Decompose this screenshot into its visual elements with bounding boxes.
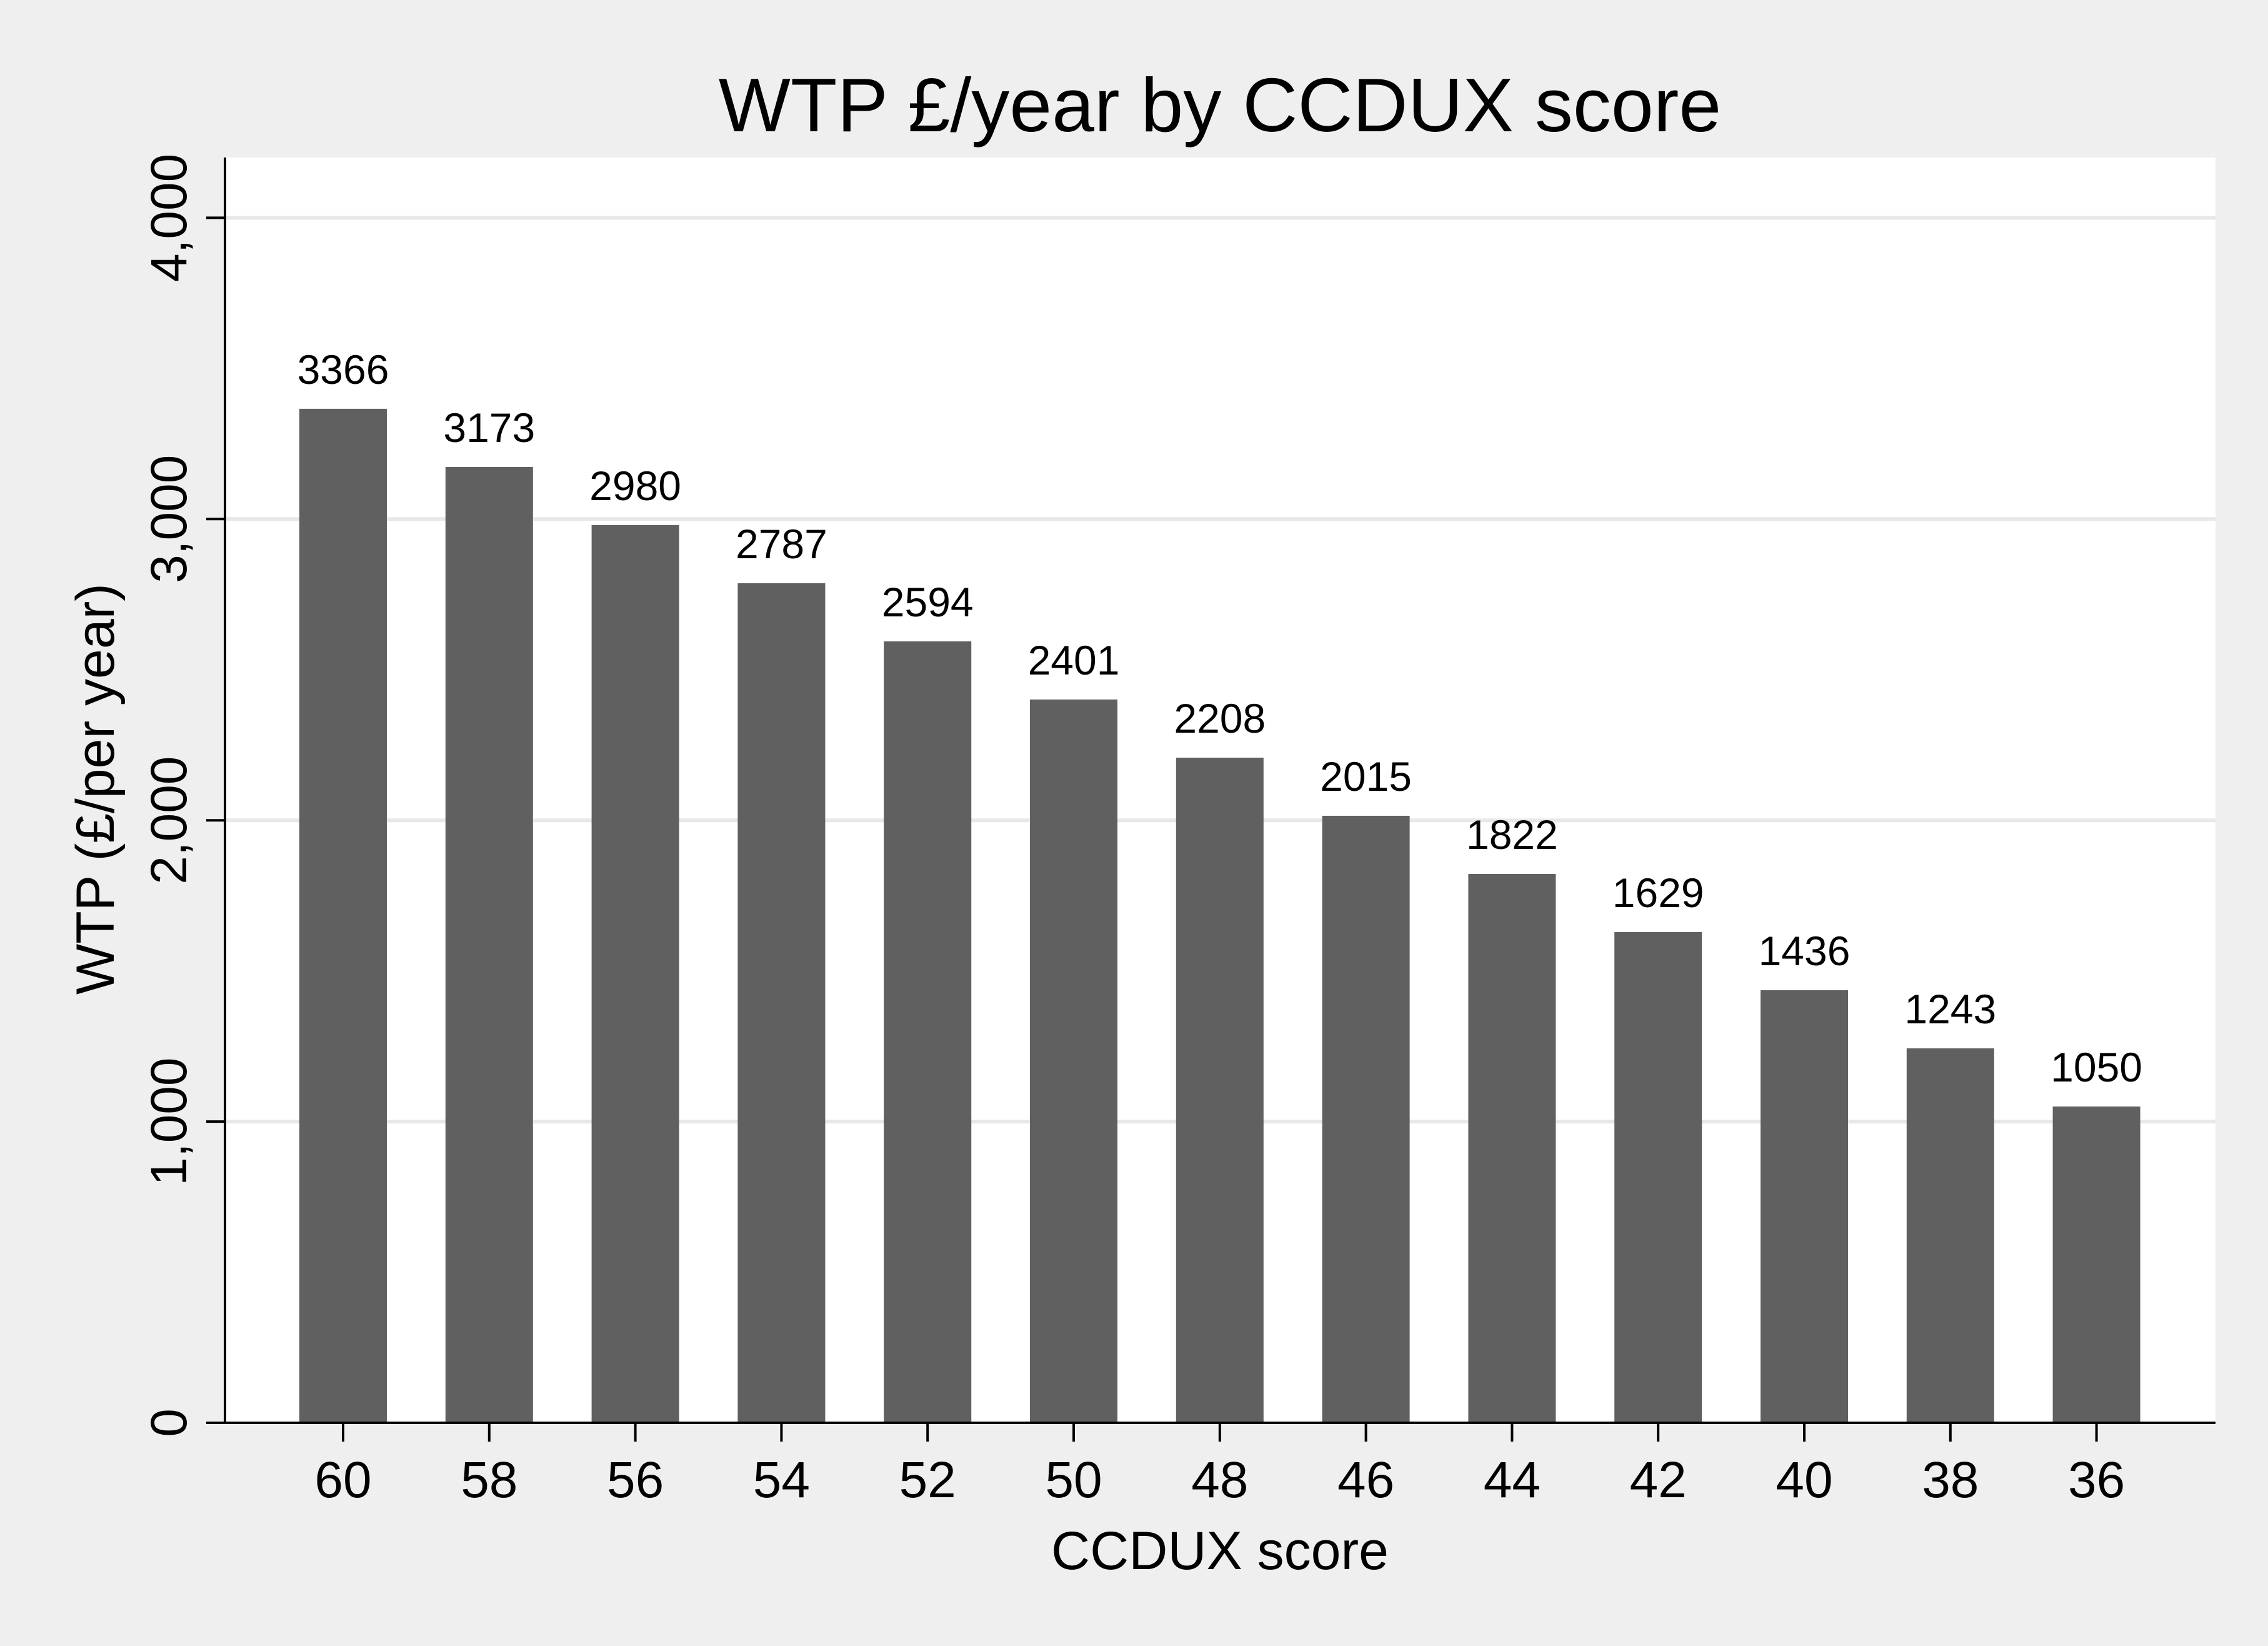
bar xyxy=(1761,990,1848,1423)
bar-value-label: 2594 xyxy=(882,579,974,625)
x-tick-label: 54 xyxy=(753,1452,810,1508)
bar xyxy=(884,641,972,1423)
x-tick-label: 38 xyxy=(1922,1452,1979,1508)
bar-value-label: 3173 xyxy=(443,404,535,451)
y-tick-label: 1,000 xyxy=(141,1057,197,1185)
bar-value-label: 2208 xyxy=(1174,695,1266,741)
x-ticks: 60 58 56 54 52 50 48 46 44 42 40 38 36 xyxy=(314,1423,2125,1508)
bar-value-label: 1050 xyxy=(2051,1044,2142,1090)
x-tick-label: 46 xyxy=(1337,1452,1394,1508)
y-tick-label: 3,000 xyxy=(141,455,197,583)
x-tick-label: 40 xyxy=(1776,1452,1832,1508)
bar xyxy=(299,408,387,1423)
bar-value-label: 3366 xyxy=(297,346,389,393)
y-axis-title: WTP (£/per year) xyxy=(66,583,126,995)
x-tick-label: 58 xyxy=(461,1452,517,1508)
bar xyxy=(591,524,679,1423)
bar xyxy=(1614,931,1702,1423)
bar xyxy=(1468,873,1556,1423)
x-tick-label: 60 xyxy=(314,1452,371,1508)
bar xyxy=(445,466,533,1423)
bars xyxy=(299,408,2141,1423)
x-tick-label: 52 xyxy=(899,1452,956,1508)
bar-value-label: 2980 xyxy=(589,463,681,509)
bar-value-label: 2015 xyxy=(1320,753,1412,800)
bar xyxy=(1906,1048,1994,1423)
bar xyxy=(1176,757,1264,1423)
bar-value-label: 2787 xyxy=(736,521,827,567)
x-tick-label: 50 xyxy=(1045,1452,1102,1508)
x-axis-title: CCDUX score xyxy=(1051,1521,1389,1581)
bar-value-label: 1436 xyxy=(1759,928,1851,974)
y-ticks: 0 1,000 2,000 3,000 4,000 xyxy=(141,154,225,1437)
bar-value-label: 2401 xyxy=(1028,637,1120,683)
bar xyxy=(737,583,826,1423)
y-tick-label: 0 xyxy=(141,1408,197,1437)
bar xyxy=(1030,699,1117,1423)
bar-value-label: 1822 xyxy=(1466,811,1558,858)
x-tick-label: 44 xyxy=(1484,1452,1541,1508)
y-tick-label: 4,000 xyxy=(141,154,197,282)
x-tick-label: 36 xyxy=(2068,1452,2125,1508)
x-tick-label: 56 xyxy=(607,1452,664,1508)
bar-value-label: 1629 xyxy=(1612,870,1704,916)
bar-value-label: 1243 xyxy=(1904,986,1996,1032)
x-tick-label: 48 xyxy=(1191,1452,1248,1508)
x-tick-label: 42 xyxy=(1630,1452,1687,1508)
chart-title: WTP £/year by CCDUX score xyxy=(719,63,1721,148)
value-labels: 3366 3173 2980 2787 2594 2401 2208 2015 1822 1629… xyxy=(297,346,2142,1090)
bar xyxy=(2052,1107,2141,1423)
bar xyxy=(1322,815,1410,1423)
y-tick-label: 2,000 xyxy=(141,756,197,885)
